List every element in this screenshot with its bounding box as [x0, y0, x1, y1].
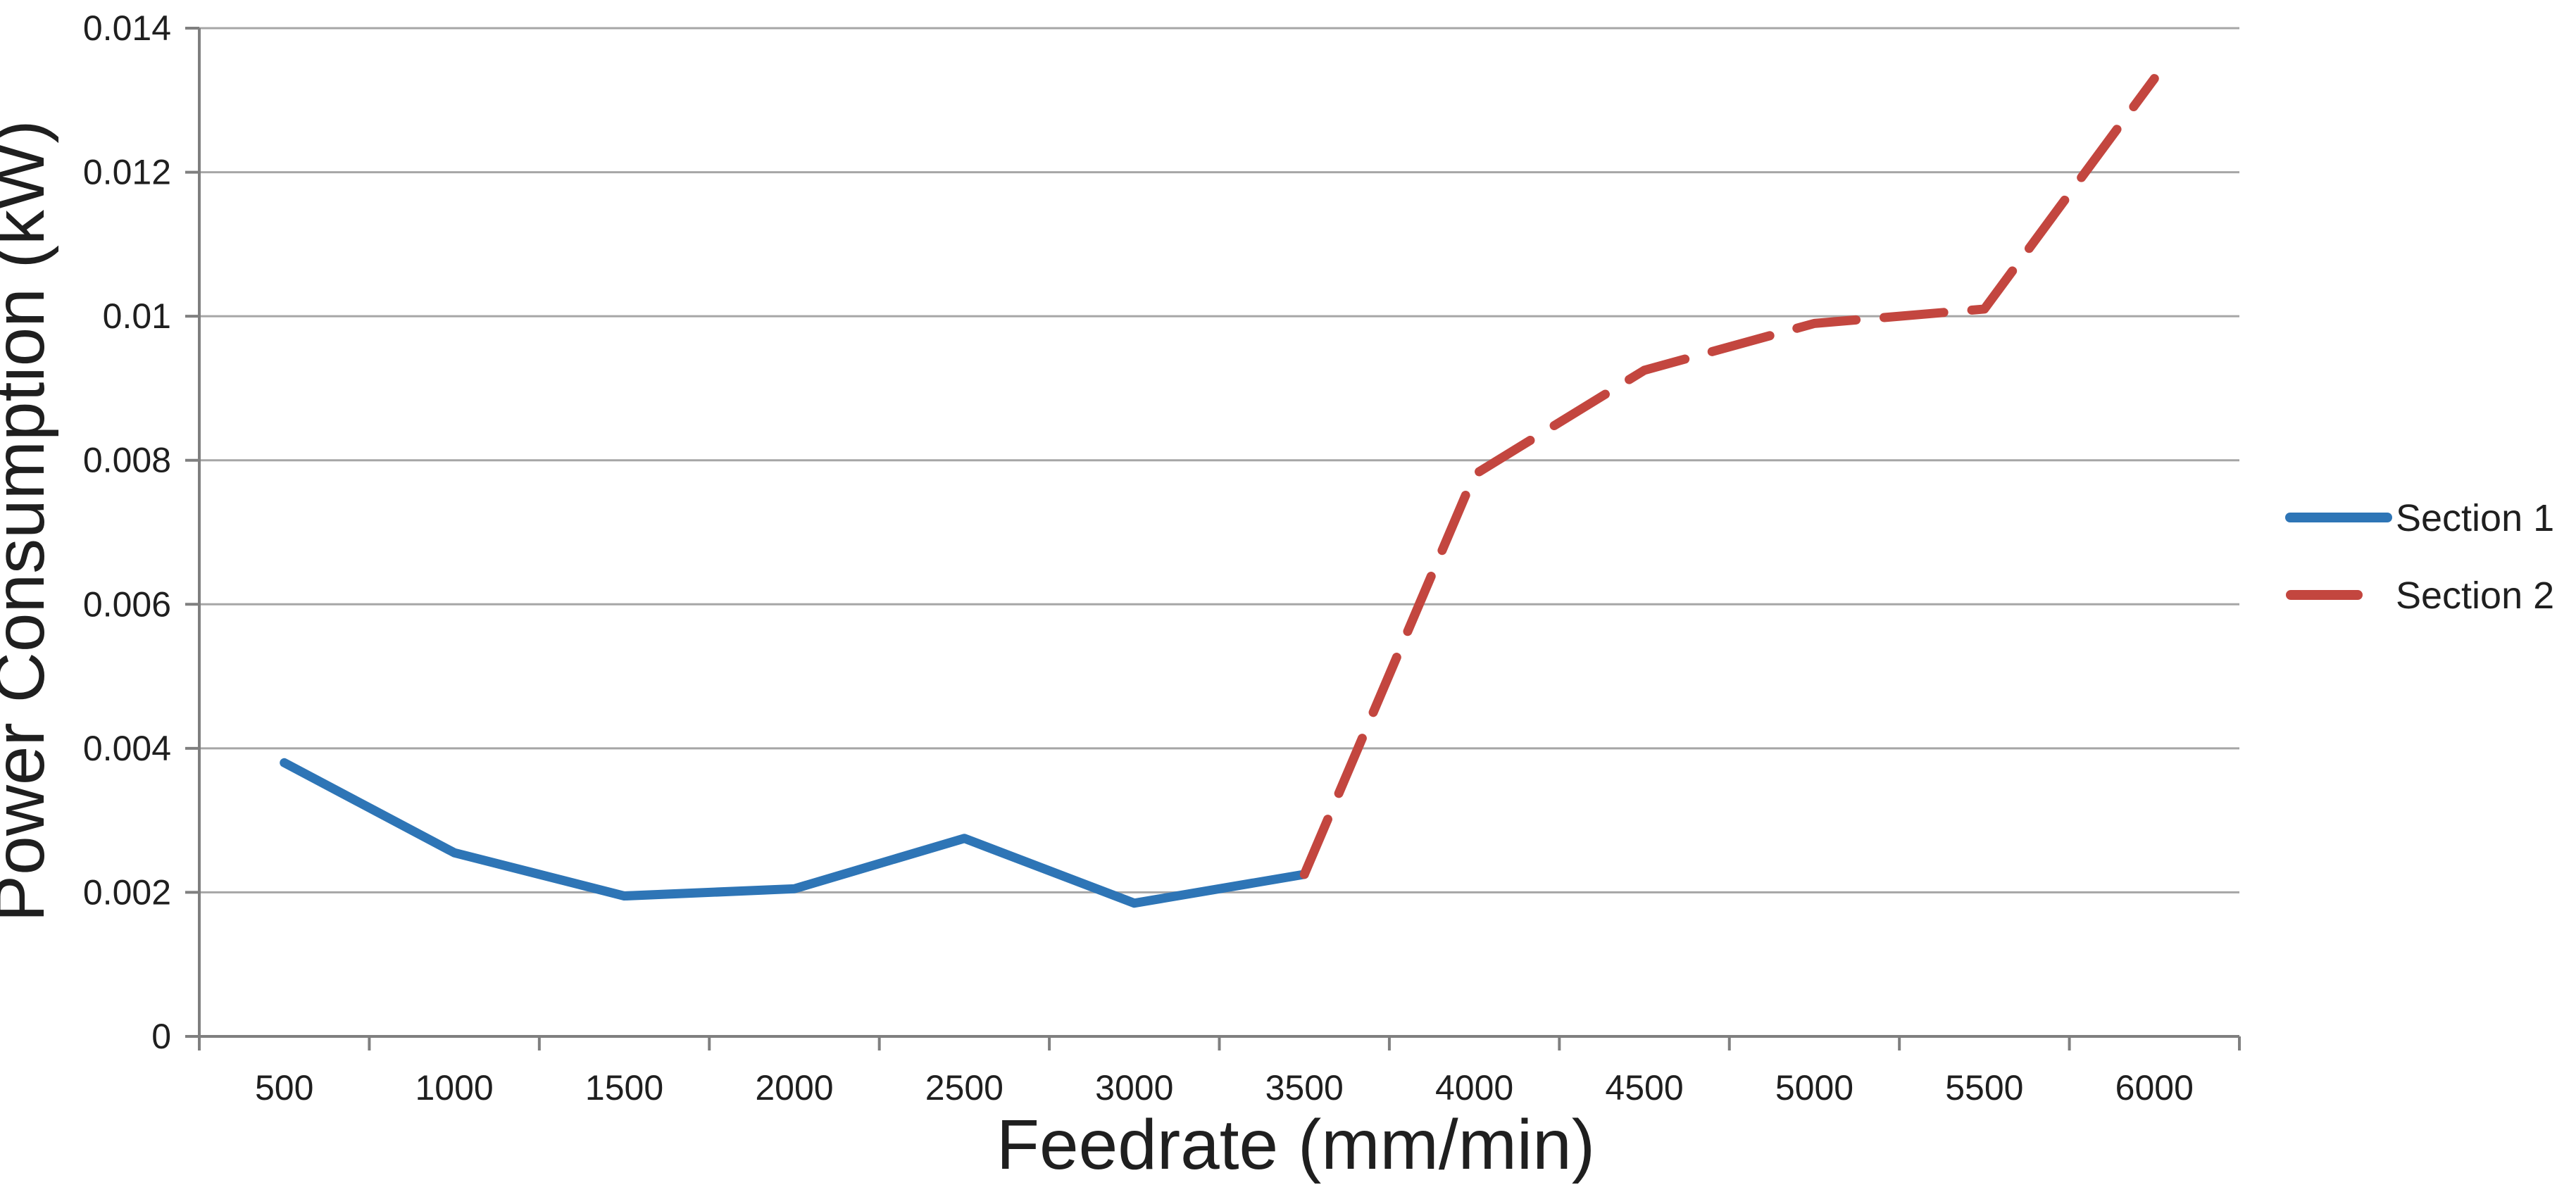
- y-axis-title: Power Consumption (kW): [0, 120, 59, 922]
- y-tick-label-0.012: 0.012: [83, 153, 171, 192]
- x-tick-label-2500: 2500: [925, 1068, 1003, 1108]
- x-axis-tick-labels: 500 1000 1500 2000 2500 3000 3500 4000 4500 5000 5…: [255, 1068, 2194, 1108]
- legend-label-section-1: Section 1: [2396, 497, 2554, 539]
- x-tick-label-500: 500: [255, 1068, 313, 1108]
- x-tick-label-1000: 1000: [415, 1068, 494, 1108]
- x-tick-label-3000: 3000: [1095, 1068, 1173, 1108]
- series-line-section-1: [280, 758, 1309, 908]
- y-tick-label-0.01: 0.01: [103, 296, 171, 336]
- y-tick-label-0.008: 0.008: [83, 441, 171, 480]
- legend-label-section-2: Section 2: [2396, 575, 2554, 617]
- y-tick-label-0.014: 0.014: [83, 8, 171, 48]
- gridlines: [199, 27, 2239, 893]
- x-tick-label-4500: 4500: [1605, 1068, 1683, 1108]
- x-tick-label-5500: 5500: [1945, 1068, 2023, 1108]
- x-tick-label-3500: 3500: [1265, 1068, 1344, 1108]
- legend: Section 1 Section 2: [2285, 497, 2554, 617]
- y-tick-label-0.004: 0.004: [83, 729, 171, 768]
- series-lines: [280, 74, 2159, 908]
- x-tick-label-4000: 4000: [1435, 1068, 1513, 1108]
- y-tick-label-0: 0: [151, 1017, 171, 1056]
- x-tick-label-5000: 5000: [1775, 1068, 1853, 1108]
- x-tick-label-6000: 6000: [2115, 1068, 2194, 1108]
- y-tick-label-0.002: 0.002: [83, 872, 171, 912]
- series-line-section-2: [1299, 74, 2159, 879]
- y-tick-label-0.006: 0.006: [83, 584, 171, 624]
- y-axis-tick-labels: 0 0.002 0.004 0.006 0.008 0.01 0.012 0.014: [83, 8, 171, 1056]
- axes: [185, 27, 2241, 1050]
- x-axis-title: Feedrate (mm/min): [996, 1105, 1595, 1184]
- x-tick-label-2000: 2000: [755, 1068, 833, 1108]
- x-tick-label-1500: 1500: [585, 1068, 663, 1108]
